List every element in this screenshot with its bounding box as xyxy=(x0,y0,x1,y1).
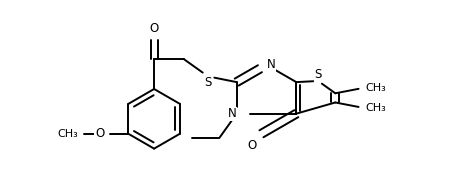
Text: S: S xyxy=(204,76,212,89)
Text: N: N xyxy=(228,107,237,120)
Text: S: S xyxy=(314,68,322,81)
Text: O: O xyxy=(95,127,104,140)
Text: CH₃: CH₃ xyxy=(58,129,78,139)
Text: CH₃: CH₃ xyxy=(365,83,386,93)
Text: CH₃: CH₃ xyxy=(365,103,386,113)
Text: N: N xyxy=(267,58,275,71)
Text: O: O xyxy=(150,22,159,35)
Text: O: O xyxy=(247,139,256,153)
